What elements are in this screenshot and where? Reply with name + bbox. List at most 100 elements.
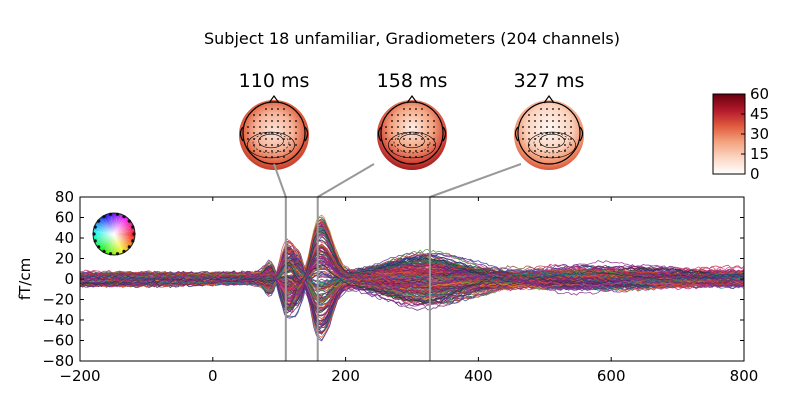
sensor-dot [540, 132, 542, 134]
sensor-dot [528, 150, 530, 152]
sensor-dot [391, 126, 393, 128]
sensor-dot [427, 144, 429, 146]
sensor-dot [528, 144, 530, 146]
sensor-dot [564, 120, 566, 122]
topomap-contour [533, 132, 571, 154]
sensor-dot [271, 126, 273, 128]
sensor-dot [546, 138, 548, 140]
y-tick-label: 80 [55, 188, 74, 206]
topomap: 110 ms [239, 70, 309, 170]
sensor-dot [546, 114, 548, 116]
channel-trace [80, 257, 744, 300]
sensor-dot [564, 144, 566, 146]
sensor-dot [127, 245, 131, 249]
sensor-dot [391, 120, 393, 122]
sensor-dot [127, 219, 131, 223]
sensor-dot [115, 252, 120, 256]
sensor-dot [397, 114, 399, 116]
sensor-dot [546, 132, 548, 134]
sensor-dot [564, 132, 566, 134]
colorbar-tick-label: 30 [750, 125, 769, 143]
sensor-dot [253, 132, 255, 134]
sensor-dot [415, 108, 417, 110]
colorbar-tick-label: 45 [750, 105, 769, 123]
sensor-dot [259, 126, 261, 128]
sensor-dot [564, 150, 566, 152]
topomap-connector [273, 163, 287, 198]
sensor-dot [409, 120, 411, 122]
sensor-dot [403, 138, 405, 140]
y-tick-label: −60 [42, 332, 74, 350]
topomap-field [239, 100, 309, 170]
sensor-dot [570, 138, 572, 140]
sensor-dot [277, 138, 279, 140]
sensor-dot [409, 126, 411, 128]
sensor-dot [289, 114, 291, 116]
sensor-dot [259, 120, 261, 122]
sensor-dot [247, 138, 249, 140]
sensor-dot [433, 132, 435, 134]
sensor-dot [540, 114, 542, 116]
sensor-dot [570, 120, 572, 122]
sensor-dot [415, 150, 417, 152]
sensor-dot [540, 144, 542, 146]
sensor-dot [283, 132, 285, 134]
sensor-dot [93, 239, 97, 243]
sensor-dot [277, 144, 279, 146]
sensor-dot [259, 114, 261, 116]
sensor-dot [271, 132, 273, 134]
head-ear-left [239, 126, 244, 142]
sensor-dot [552, 114, 554, 116]
sensor-dot [397, 138, 399, 140]
sensor-dot [259, 150, 261, 152]
sensor-dot [546, 120, 548, 122]
topomap-contour [252, 132, 290, 154]
sensor-dot [289, 138, 291, 140]
sensor-dot [115, 212, 120, 216]
sensor-dot [421, 144, 423, 146]
sensor-dot [391, 138, 393, 140]
sensor-dot [415, 138, 417, 140]
sensor-dot [528, 114, 530, 116]
sensor-dot [93, 225, 97, 229]
sensor-dot [433, 144, 435, 146]
sensor-dot [558, 156, 560, 158]
chart-title: Subject 18 unfamiliar, Gradiometers (204… [204, 29, 620, 48]
x-tick-label: 0 [208, 367, 218, 385]
sensor-dot [277, 126, 279, 128]
sensor-dot [546, 150, 548, 152]
sensor-dot [522, 138, 524, 140]
sensor-dot [409, 144, 411, 146]
sensor-dot [271, 114, 273, 116]
sensor-dot [427, 120, 429, 122]
sensor-dot [277, 132, 279, 134]
sensor-dot [259, 138, 261, 140]
topomap-time-label: 158 ms [377, 70, 448, 92]
sensor-dot [534, 114, 536, 116]
sensor-dot [283, 126, 285, 128]
sensor-dot [283, 138, 285, 140]
sensor-dot [391, 144, 393, 146]
sensor-dot [552, 126, 554, 128]
sensor-dot [283, 156, 285, 158]
sensor-dot [534, 138, 536, 140]
sensor-dot [295, 144, 297, 146]
x-axis-ticks: −200 0 200 400 600 800 [59, 197, 758, 385]
sensor-dot [265, 132, 267, 134]
topomap: 158 ms [377, 70, 448, 170]
sensor-dot [409, 150, 411, 152]
sensor-dot [415, 114, 417, 116]
sensor-dot [564, 138, 566, 140]
sensor-dot [558, 132, 560, 134]
sensor-dot [108, 212, 113, 216]
sensor-dot [415, 144, 417, 146]
sensor-dot [403, 156, 405, 158]
x-tick-label: −200 [59, 367, 100, 385]
topomap-contour [393, 132, 431, 154]
sensor-dot [247, 126, 249, 128]
sensor-dot [421, 132, 423, 134]
sensor-dot [397, 132, 399, 134]
y-axis-label: fT/cm [16, 258, 34, 300]
sensor-dot [552, 150, 554, 152]
